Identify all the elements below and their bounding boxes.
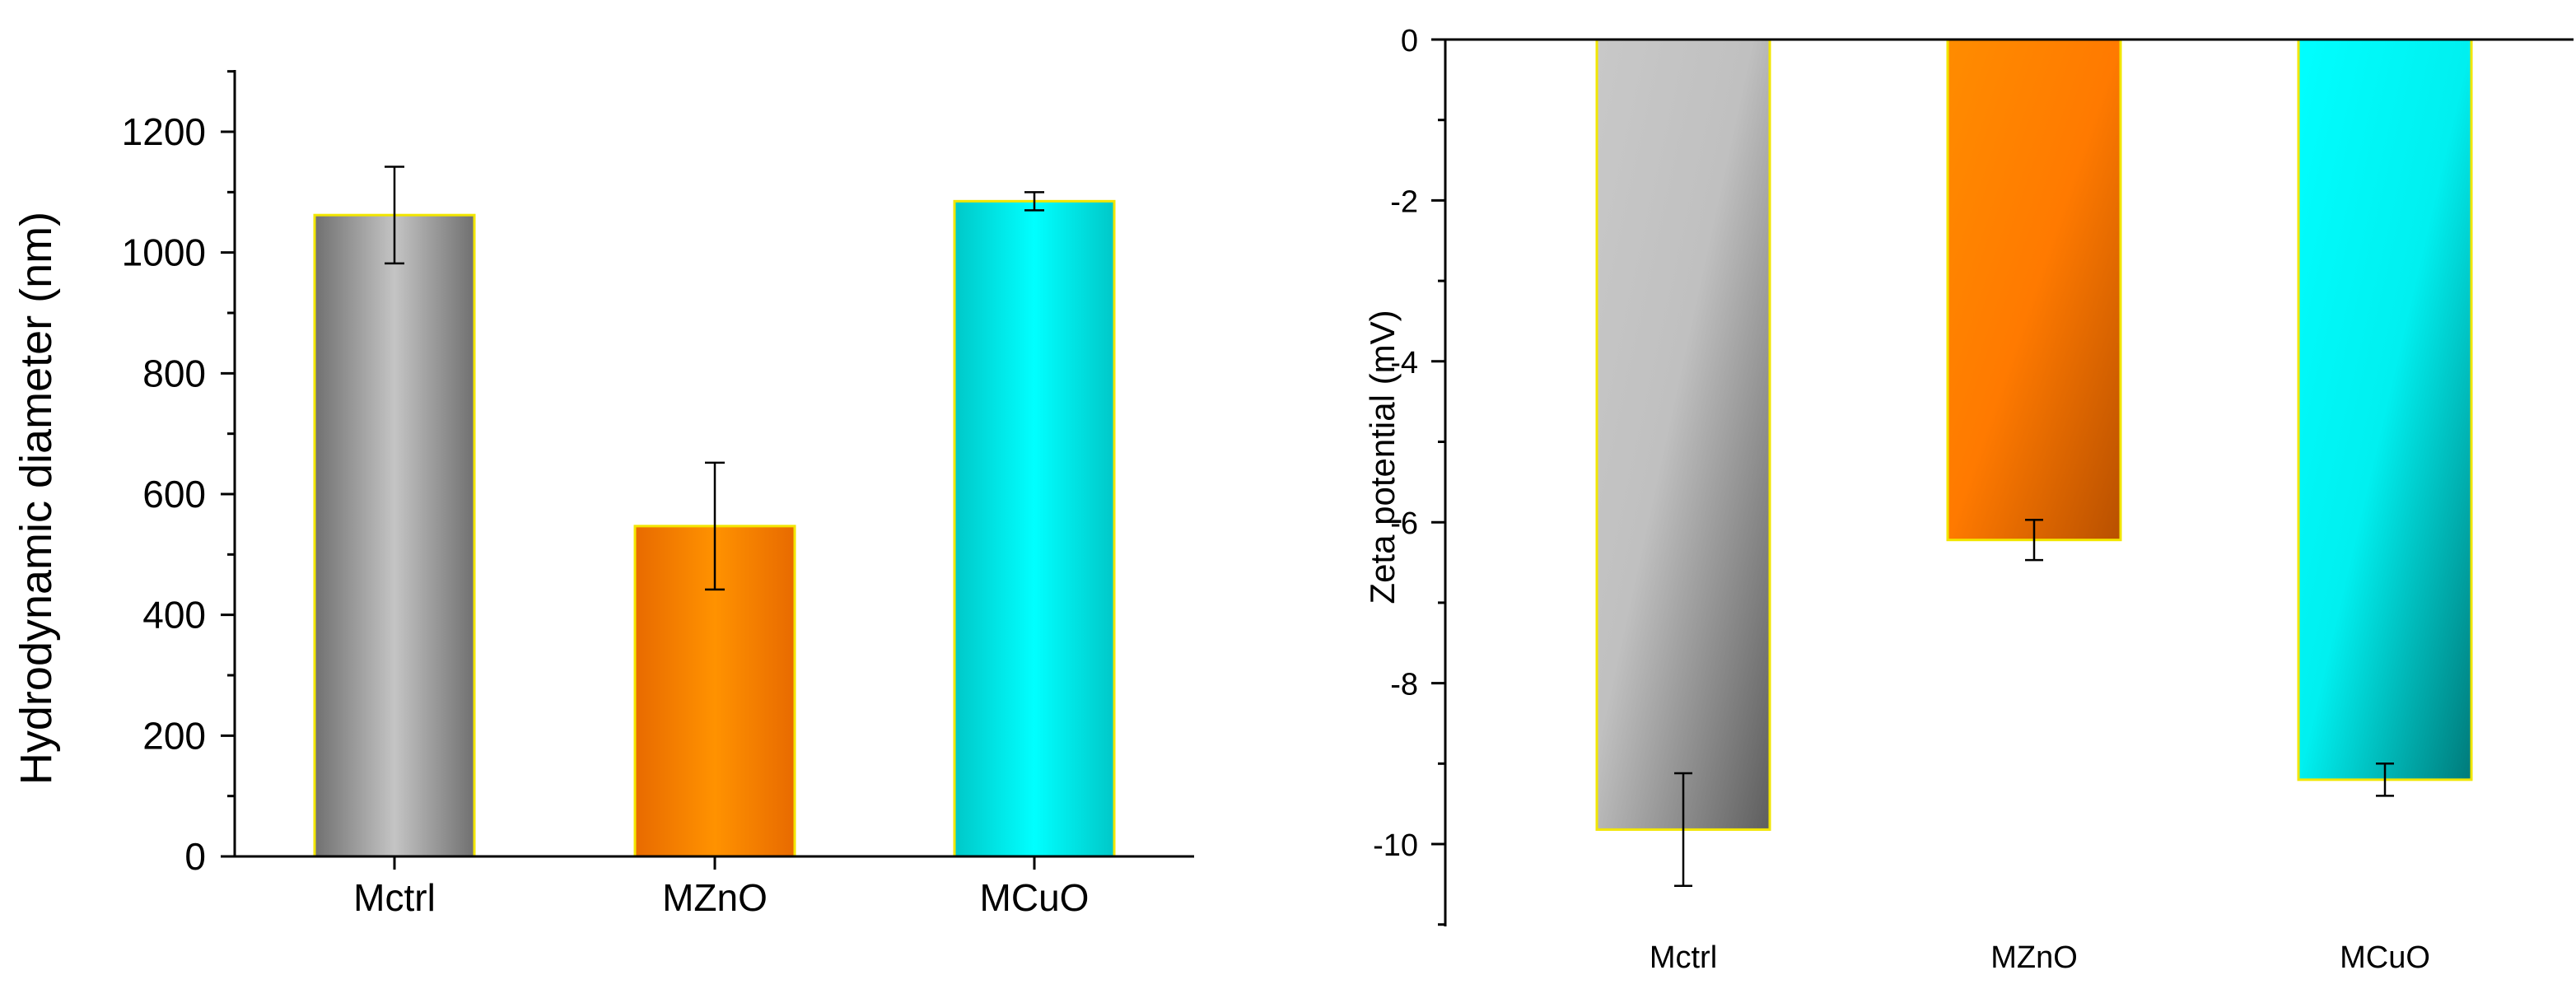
error-bar-mcuo <box>1024 191 1044 212</box>
x-tick-label: Mctrl <box>1650 940 1717 975</box>
y-tick-label: 0 <box>1401 24 1418 58</box>
hydrodynamic-diameter-chart: 0 200 400 600 800 1000 1200 Mctrl MZnO MCuO Hydr… <box>12 70 1194 919</box>
x-ticks: Mctrl MZnO MCuO <box>353 856 1089 919</box>
x-tick-label: MCuO <box>980 876 1090 919</box>
bar-mctrl <box>1595 38 1771 831</box>
y-tick-label: -4 <box>1390 346 1418 380</box>
y-tick-label: 0 <box>184 835 206 878</box>
y-ticks: 0 200 400 600 800 1000 1200 <box>122 70 235 878</box>
zeta-potential-chart: 0 -2 -4 -6 -8 -10 Mctrl MZnO MCuO Zeta potentia… <box>1363 24 2574 975</box>
y-tick-label: 600 <box>142 473 206 515</box>
error-bar-mzno <box>2025 519 2043 562</box>
error-bar-mcuo <box>2376 763 2394 797</box>
y-ticks: 0 -2 -4 -6 -8 -10 <box>1373 24 1445 926</box>
y-tick-label: -2 <box>1390 184 1418 219</box>
y-axis-label: Zeta potential (mV) <box>1363 310 1402 604</box>
bar-mcuo <box>2297 38 2473 781</box>
x-tick-label: MZnO <box>662 876 768 919</box>
x-ticks: Mctrl MZnO MCuO <box>1650 940 2430 975</box>
y-tick-label: 400 <box>142 594 206 637</box>
error-bars <box>1674 519 2394 888</box>
y-tick-label: -8 <box>1390 668 1418 702</box>
bar-mcuo <box>953 199 1116 858</box>
axes <box>1444 38 2574 926</box>
y-tick-label: -6 <box>1390 506 1418 541</box>
error-bar-mctrl <box>1674 772 1692 888</box>
y-tick-label: 200 <box>142 714 206 757</box>
y-axis-label: Hydrodynamic diameter (nm) <box>12 212 61 785</box>
error-bar-mctrl <box>385 166 404 265</box>
bar-mctrl <box>313 213 476 858</box>
y-tick-label: 800 <box>142 352 206 394</box>
bar-mzno <box>1946 38 2122 542</box>
y-tick-label: -10 <box>1373 828 1418 863</box>
x-tick-label: Mctrl <box>353 876 436 919</box>
y-tick-label: 1000 <box>122 231 206 274</box>
error-bars <box>385 166 1044 591</box>
error-bar-mzno <box>705 461 725 591</box>
y-tick-label: 1200 <box>122 110 206 153</box>
x-tick-label: MZnO <box>1990 940 2078 975</box>
bar-series <box>1595 38 2473 831</box>
x-tick-label: MCuO <box>2340 940 2430 975</box>
